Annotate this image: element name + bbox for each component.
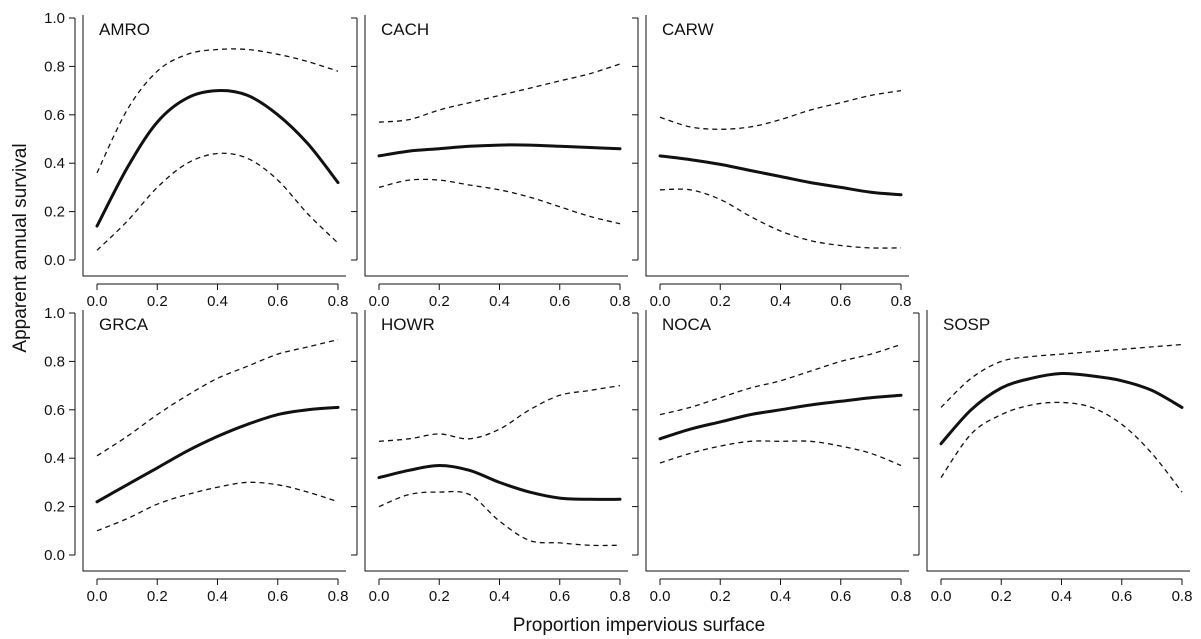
lower-confidence-line: [659, 440, 902, 467]
x-tick-label: 0.6: [549, 293, 570, 310]
upper-confidence-line: [378, 63, 621, 123]
x-tick-label: 0.4: [770, 588, 791, 605]
x-tick-label: 0.4: [770, 293, 791, 310]
y-tick-label: 0.0: [44, 547, 65, 564]
panel-sosp: 0.0 0.2 0.4 0.6 0.8 SOSP: [913, 310, 1192, 605]
panel-howr: 0.0 0.2 0.4 0.6 0.8 HOWR: [351, 310, 630, 605]
y-tick-label: 0.4: [44, 450, 65, 467]
lower-confidence-line: [659, 188, 902, 249]
x-tick-label: 0.6: [830, 588, 851, 605]
x-tick-label: 0.4: [489, 588, 510, 605]
lower-confidence-line: [96, 152, 339, 251]
x-tick-label: 0.6: [830, 293, 851, 310]
panel-label: NOCA: [662, 315, 712, 334]
y-tick-label: 0.8: [44, 58, 65, 75]
panel-frame: [926, 310, 1190, 572]
x-tick-label: 0.0: [369, 588, 390, 605]
x-tick-label: 0.8: [610, 293, 631, 310]
x-tick-label: 0.2: [710, 588, 731, 605]
panel-frame: [645, 15, 909, 277]
survival-estimate-line: [377, 464, 622, 501]
panel-noca: 0.0 0.2 0.4 0.6 0.8 NOCA: [632, 310, 911, 605]
x-tick-label: 0.2: [710, 293, 731, 310]
y-tick-label: 1.0: [44, 305, 65, 322]
upper-confidence-line: [659, 343, 902, 416]
x-tick-label: 0.6: [267, 588, 288, 605]
panel-frame: [645, 310, 909, 572]
x-tick-label: 0.8: [610, 588, 631, 605]
lower-confidence-line: [96, 481, 339, 532]
x-tick-label: 0.0: [650, 588, 671, 605]
x-tick-label: 0.2: [991, 588, 1012, 605]
panel-grca: 0.0 0.2 0.4 0.6 0.8 0.0 0.2 0.4 0.6 0.8 1.0 GRCA: [44, 305, 348, 605]
upper-confidence-line: [96, 48, 339, 174]
upper-confidence-line: [659, 89, 902, 130]
x-tick-label: 0.0: [931, 588, 952, 605]
x-tick-label: 0.0: [650, 293, 671, 310]
x-tick-label: 0.4: [207, 293, 228, 310]
x-tick-label: 0.6: [549, 588, 570, 605]
x-tick-label: 0.2: [429, 588, 450, 605]
upper-confidence-line: [940, 343, 1183, 408]
upper-confidence-line: [96, 338, 339, 457]
x-tick-label: 0.4: [489, 293, 510, 310]
x-tick-label: 0.6: [267, 293, 288, 310]
x-tick-label: 0.6: [1111, 588, 1132, 605]
survival-estimate-line: [939, 371, 1184, 446]
survival-estimate-line: [658, 154, 903, 197]
y-tick-label: 1.0: [44, 10, 65, 27]
x-tick-label: 0.2: [429, 293, 450, 310]
x-tick-label: 0.8: [891, 588, 912, 605]
x-tick-label: 0.4: [1051, 588, 1072, 605]
y-tick-label: 0.2: [44, 204, 65, 221]
y-tick-label: 0.2: [44, 499, 65, 516]
panel-amro: 0.0 0.2 0.4 0.6 0.8 0.0 0.2 0.4 0.6 0.8 1.0 AMRO: [44, 10, 348, 310]
panel-frame: [82, 15, 346, 277]
panel-grid: 0.0 0.2 0.4 0.6 0.80.00.20.40.60.81.0AMRO0.0…: [44, 10, 1192, 605]
x-tick-label: 0.4: [207, 588, 228, 605]
y-tick-label: 0.4: [44, 155, 65, 172]
y-tick-label: 0.8: [44, 353, 65, 370]
panel-label: AMRO: [99, 20, 150, 39]
survival-estimate-line: [377, 143, 622, 158]
panel-frame: [364, 310, 628, 572]
panel-carw: 0.0 0.2 0.4 0.6 0.8 CARW: [632, 15, 911, 310]
lower-confidence-line: [940, 401, 1183, 493]
panel-label: CACH: [381, 20, 429, 39]
x-tick-label: 0.8: [1172, 588, 1193, 605]
y-tick-label: 0.6: [44, 107, 65, 124]
x-tick-label: 0.0: [87, 293, 108, 310]
y-tick-label: 0.0: [44, 252, 65, 269]
lower-confidence-line: [378, 178, 621, 225]
x-tick-label: 0.2: [147, 588, 168, 605]
panel-label: CARW: [662, 20, 714, 39]
panel-label: HOWR: [381, 315, 435, 334]
x-tick-label: 0.0: [369, 293, 390, 310]
survival-estimate-line: [95, 405, 340, 504]
x-tick-label: 0.2: [147, 293, 168, 310]
survival-estimate-line: [95, 89, 340, 228]
x-tick-label: 0.8: [328, 588, 349, 605]
x-axis-title: Proportion impervious surface: [513, 615, 765, 636]
upper-confidence-line: [378, 384, 621, 442]
y-tick-label: 0.6: [44, 402, 65, 419]
panel-label: GRCA: [99, 315, 149, 334]
panel-label: SOSP: [943, 315, 990, 334]
x-tick-label: 0.8: [328, 293, 349, 310]
survival-estimate-line: [658, 393, 903, 441]
panel-cach: 0.0 0.2 0.4 0.6 0.8 CACH: [351, 15, 630, 310]
x-tick-label: 0.0: [87, 588, 108, 605]
y-axis-title: Apparent annual survival: [10, 143, 31, 352]
x-tick-label: 0.8: [891, 293, 912, 310]
panel-frame: [82, 310, 346, 572]
panel-frame: [364, 15, 628, 277]
